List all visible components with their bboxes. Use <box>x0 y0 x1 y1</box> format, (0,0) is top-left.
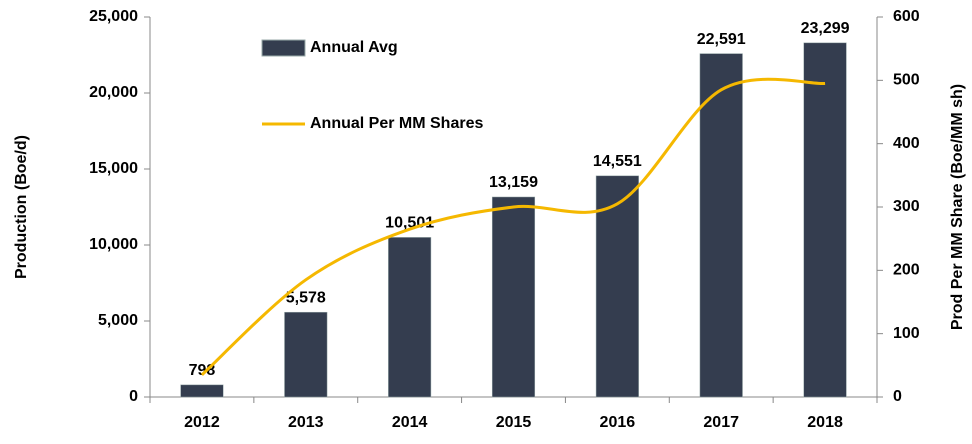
line <box>200 77 826 376</box>
value-label: 22,591 <box>697 31 746 48</box>
y2-tick-label: 600 <box>893 8 920 25</box>
y2-tick-label: 300 <box>893 198 920 215</box>
y-axis-title: Production (Boe/d) <box>13 135 30 279</box>
y2-tick-label: 400 <box>893 135 920 152</box>
x-tick-label: 2015 <box>496 414 532 431</box>
legend-label: Annual Avg <box>310 39 398 56</box>
x-tick-label: 2017 <box>703 414 739 431</box>
bar <box>388 237 432 398</box>
x-tick-label: 2013 <box>288 414 324 431</box>
y-tick-label: 20,000 <box>89 84 138 101</box>
bar <box>803 42 847 398</box>
x-tick-label: 2016 <box>600 414 636 431</box>
bar <box>699 53 743 398</box>
y-tick-label: 25,000 <box>89 8 138 25</box>
legend-label: Annual Per MM Shares <box>310 115 483 132</box>
x-tick-label: 2014 <box>392 414 428 431</box>
x-tick-label: 2012 <box>184 414 220 431</box>
y2-tick-label: 200 <box>893 262 920 279</box>
bar <box>595 175 639 398</box>
bar <box>491 196 536 398</box>
bar <box>284 311 328 398</box>
value-label: 13,159 <box>489 174 538 191</box>
y2-tick-label: 0 <box>893 388 902 405</box>
y2-axis-title: Prod Per MM Share (Boe/MM sh) <box>949 84 966 330</box>
value-label: 23,299 <box>801 20 850 37</box>
value-label: 10,501 <box>385 215 434 232</box>
y2-tick-label: 100 <box>893 325 920 342</box>
y-tick-label: 15,000 <box>89 160 138 177</box>
y2-tick-label: 500 <box>893 72 920 89</box>
bar <box>180 384 224 398</box>
x-tick-label: 2018 <box>807 414 843 431</box>
legend-swatch <box>261 39 306 57</box>
value-label: 5,578 <box>286 289 326 306</box>
y-tick-label: 10,000 <box>89 236 138 253</box>
y-tick-label: 0 <box>129 388 138 405</box>
value-label: 14,551 <box>593 153 642 170</box>
y-tick-label: 5,000 <box>98 312 138 329</box>
